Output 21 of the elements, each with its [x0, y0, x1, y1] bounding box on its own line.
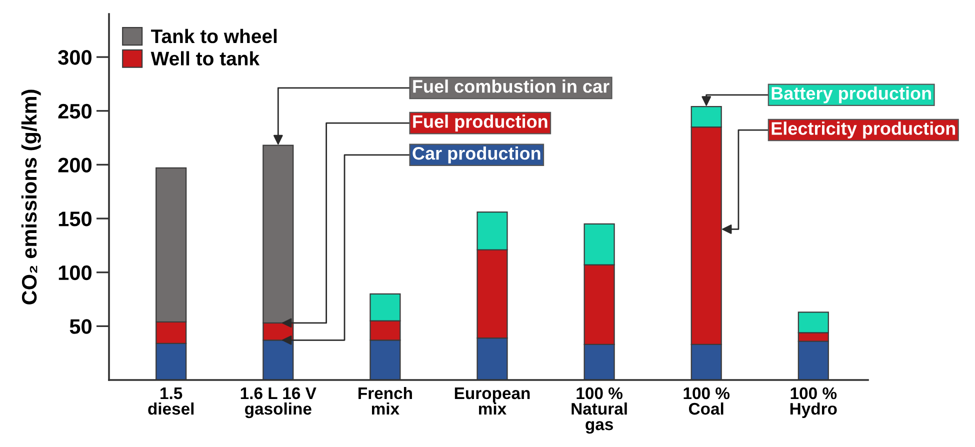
legend-label: Tank to wheel [151, 28, 277, 44]
x-tick-label: 100 % Hydro [790, 387, 837, 418]
legend-label: Well to tank [150, 51, 260, 66]
y-tick-label: 300 [58, 50, 92, 65]
y-tick-label: 200 [58, 158, 92, 172]
y-tick-label: 150 [58, 212, 92, 226]
x-tick-label: 100 % Natural gas [572, 387, 627, 434]
annotation: Electricity production [772, 122, 956, 138]
y-axis-title: CO₂ emissions (g/km) [21, 90, 41, 304]
annotation: Fuel production [413, 114, 548, 132]
x-tick-label: French mix [358, 386, 412, 415]
annotation: Battery production [772, 86, 931, 104]
annotation: Fuel combustion in car [413, 80, 610, 93]
x-tick-label: 100 % Coal [684, 387, 730, 415]
y-tick-label: 100 [58, 265, 92, 280]
x-tick-label: 1.6 L 16 V gasoline [240, 387, 316, 418]
y-tick-label: 50 [70, 319, 92, 334]
x-tick-label: European mix [454, 388, 530, 415]
x-tick-label: 1.5 diesel [148, 388, 194, 415]
y-tick-label: 250 [58, 104, 92, 119]
annotation: Car production [412, 146, 540, 164]
